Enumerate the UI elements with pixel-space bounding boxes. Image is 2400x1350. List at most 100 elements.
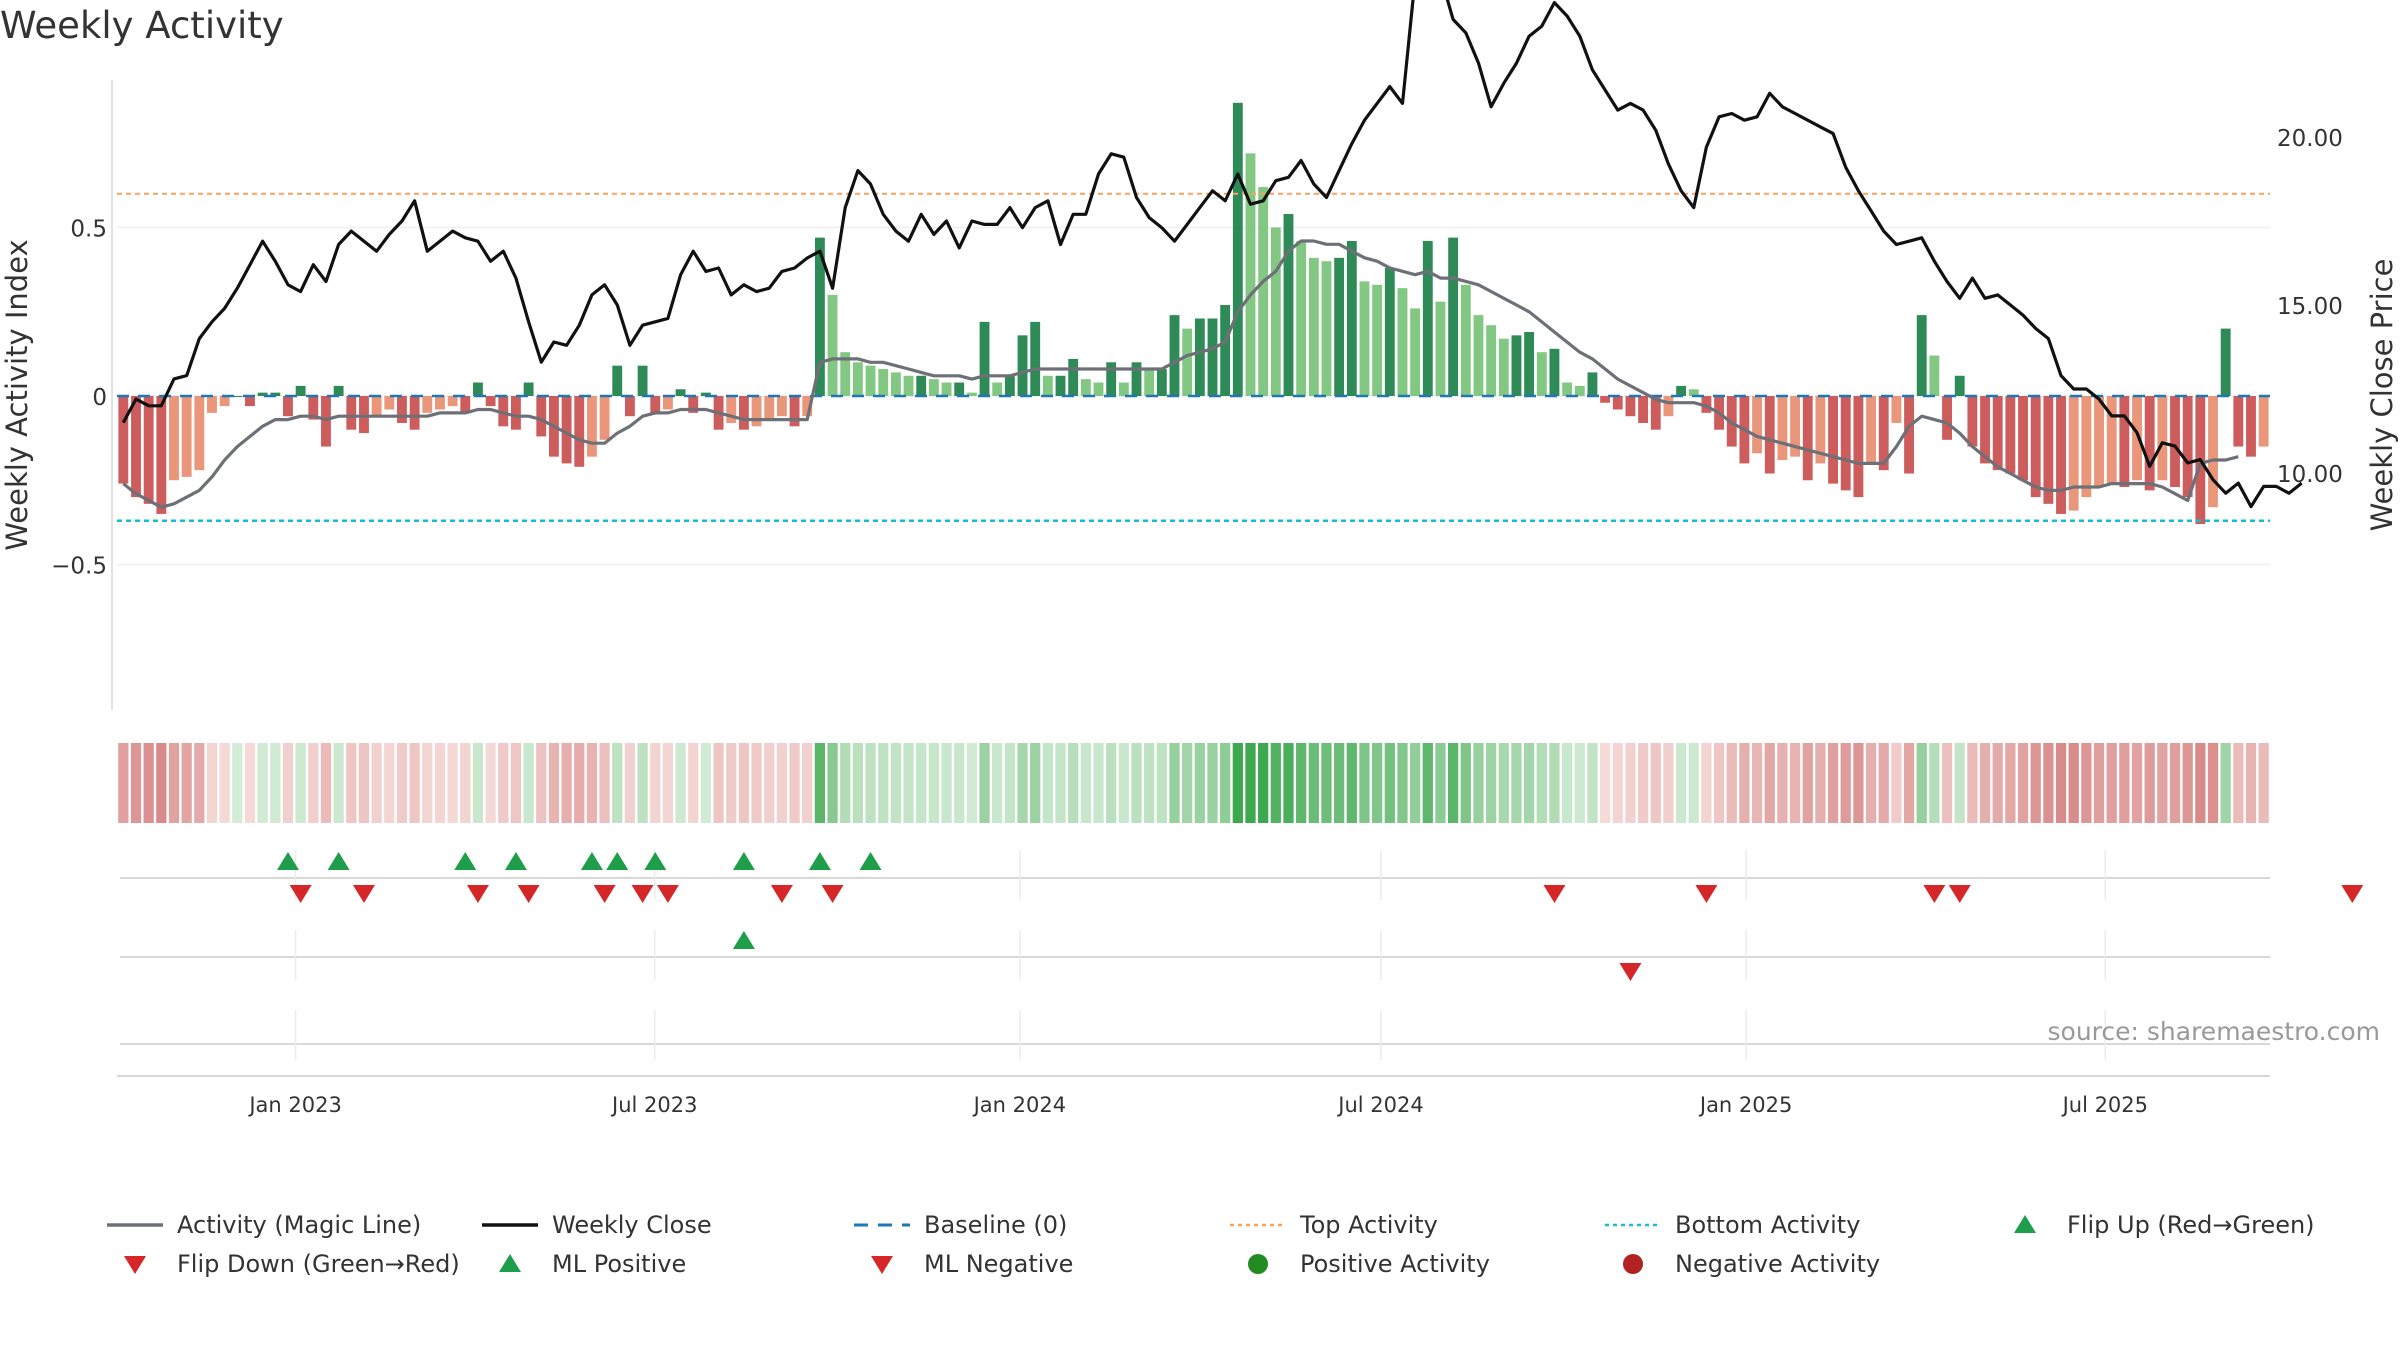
- activity-bar: [751, 396, 762, 427]
- strip-cell: [1498, 743, 1509, 823]
- strip-cell: [1359, 743, 1370, 823]
- strip-cell: [257, 743, 268, 823]
- strip-cell: [1574, 743, 1585, 823]
- strip-cell: [1523, 743, 1535, 823]
- activity-bar: [1536, 352, 1547, 396]
- strip-cell: [358, 743, 370, 823]
- activity-bar: [650, 396, 661, 413]
- legend-label: ML Negative: [924, 1250, 1073, 1278]
- strip-cell: [776, 743, 788, 823]
- strip-cell: [270, 743, 281, 823]
- strip-cell: [1612, 743, 1623, 823]
- activity-bar: [1929, 355, 1940, 396]
- activity-bar: [827, 294, 838, 396]
- activity-bar: [2056, 396, 2066, 514]
- strip-cell: [1903, 743, 1915, 823]
- strip-cell: [1384, 743, 1395, 823]
- left-tick-label: 0: [92, 385, 107, 411]
- activity-bar: [1321, 261, 1332, 396]
- flip-up-marker: [276, 852, 299, 870]
- legend-label: Negative Activity: [1675, 1250, 1880, 1278]
- strip-cell: [1232, 743, 1243, 823]
- strip-cell: [1561, 743, 1573, 823]
- activity-bar: [118, 396, 129, 484]
- strip-cell: [1587, 743, 1598, 823]
- activity-bar: [2258, 396, 2269, 447]
- activity-bar: [460, 396, 471, 413]
- activity-heat-strip: [118, 743, 2269, 823]
- flip-down-marker: [821, 885, 844, 903]
- strip-cell: [1030, 743, 1041, 823]
- strip-cell: [1080, 743, 1091, 823]
- flip-down-marker: [1923, 885, 1946, 903]
- chart-legend: Activity (Magic Line) Weekly Close Baselin…: [107, 1211, 2315, 1278]
- activity-bar: [1169, 315, 1180, 396]
- legend-circle-icon: [1248, 1254, 1268, 1274]
- strip-cell: [1106, 743, 1117, 823]
- strip-cell: [1815, 743, 1826, 823]
- legend-label: Top Activity: [1299, 1211, 1438, 1239]
- strip-cell: [1131, 743, 1142, 823]
- activity-bar: [409, 396, 420, 430]
- strip-cell: [2144, 743, 2155, 823]
- activity-bar: [371, 396, 382, 417]
- strip-cell: [1789, 743, 1801, 823]
- strip-cell: [637, 743, 648, 823]
- activity-bar: [473, 382, 483, 396]
- x-tick-label: Jan 2024: [972, 1093, 1067, 1117]
- strip-cell: [1637, 743, 1649, 823]
- strip-cell: [1751, 743, 1763, 823]
- strip-cell: [928, 743, 940, 823]
- activity-bar: [346, 396, 357, 430]
- activity-bar: [637, 365, 648, 396]
- activity-bar: [245, 396, 255, 407]
- activity-bar: [194, 396, 205, 471]
- activity-bar: [435, 396, 445, 410]
- activity-bar: [485, 396, 496, 407]
- strip-cell: [890, 743, 902, 823]
- activity-bar: [1562, 382, 1573, 396]
- activity-bar: [1410, 308, 1421, 396]
- x-axis-ticks: Jan 2023 Jul 2023 Jan 2024 Jul 2024 Jan 2025…: [247, 1093, 2148, 1117]
- strip-cell: [966, 743, 977, 823]
- strip-cell: [1967, 743, 1978, 823]
- strip-cell: [510, 743, 522, 823]
- strip-cell: [675, 743, 686, 823]
- strip-cell: [1207, 743, 1218, 823]
- strip-cell: [1296, 743, 1307, 823]
- flip-down-marker: [1695, 885, 1718, 903]
- activity-bar: [928, 379, 939, 396]
- strip-cell: [1169, 743, 1180, 823]
- flip-down-marker: [770, 885, 793, 903]
- strip-cell: [1675, 743, 1687, 823]
- x-tick-label: Jul 2024: [1336, 1093, 1423, 1117]
- ml-positive-marker: [732, 931, 755, 949]
- x-tick-label: Jan 2025: [1698, 1093, 1793, 1117]
- activity-bar: [738, 396, 749, 430]
- activity-bar: [2043, 396, 2054, 504]
- activity-bar: [1688, 389, 1699, 396]
- flip-up-marker: [454, 852, 477, 870]
- strip-cell: [1397, 743, 1408, 823]
- legend-circle-icon: [1623, 1254, 1643, 1274]
- activity-bar: [2132, 396, 2142, 481]
- activity-bar: [1144, 369, 1155, 396]
- strip-cell: [586, 743, 598, 823]
- strip-cell: [1878, 743, 1889, 823]
- series-lines: [121, 0, 2303, 509]
- activity-bar: [1916, 315, 1927, 396]
- legend-triangle-down-icon: [124, 1256, 146, 1274]
- activity-bar: [1080, 379, 1091, 396]
- activity-bar: [1954, 375, 1965, 396]
- flip-down-marker: [631, 885, 654, 903]
- legend-label: Positive Activity: [1300, 1250, 1490, 1278]
- strip-cell: [612, 743, 623, 823]
- strip-cell: [1827, 743, 1839, 823]
- activity-bar: [1790, 396, 1801, 457]
- strip-cell: [1929, 743, 1940, 823]
- activity-bar: [1017, 335, 1028, 396]
- strip-cell: [1068, 743, 1079, 823]
- flip-down-marker: [1948, 885, 1971, 903]
